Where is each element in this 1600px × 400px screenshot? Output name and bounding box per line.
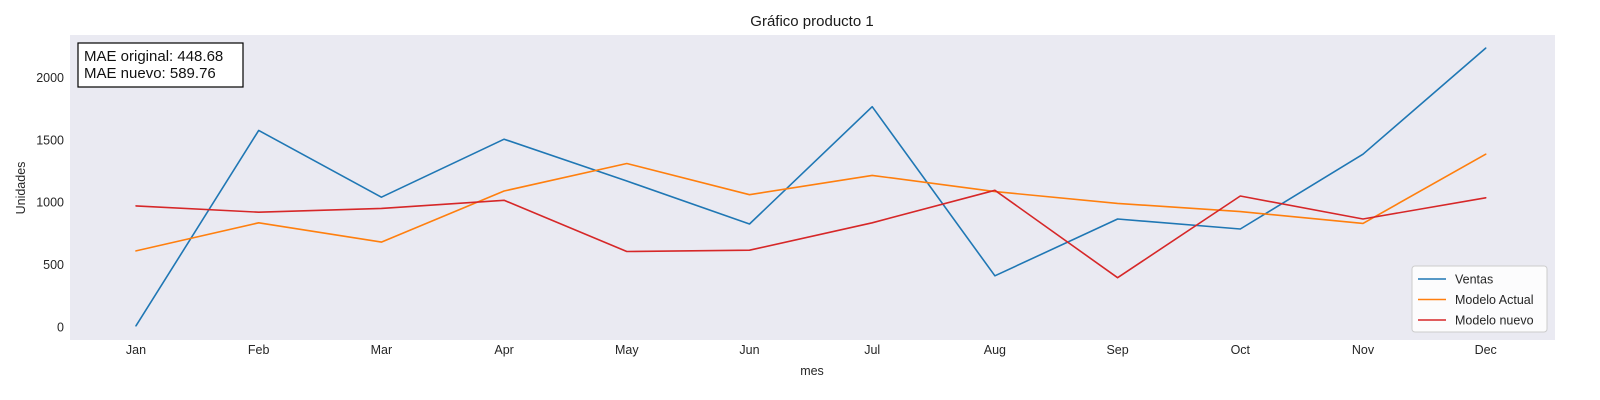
y-tick-labels: 0 500 1000 1500 2000 bbox=[36, 71, 64, 335]
mae-annotation: MAE original: 448.68 MAE nuevo: 589.76 bbox=[77, 42, 244, 88]
y-tick-label-1500: 1500 bbox=[36, 133, 64, 147]
x-tick-label-may: May bbox=[615, 343, 639, 357]
legend-label-modelo-nuevo: Modelo nuevo bbox=[1455, 314, 1534, 328]
x-tick-label-nov: Nov bbox=[1352, 343, 1375, 357]
x-tick-label-aug: Aug bbox=[984, 343, 1006, 357]
chart-title: Gráfico producto 1 bbox=[750, 13, 873, 30]
x-tick-label-feb: Feb bbox=[248, 343, 270, 357]
y-tick-label-500: 500 bbox=[43, 258, 64, 272]
series-line-modelo-actual bbox=[135, 153, 1487, 252]
annotation-line-original: MAE original: 448.68 bbox=[84, 48, 223, 65]
x-tick-label-jun: Jun bbox=[739, 343, 759, 357]
x-tick-label-dec: Dec bbox=[1475, 343, 1497, 357]
y-tick-label-2000: 2000 bbox=[36, 71, 64, 85]
x-tick-label-jan: Jan bbox=[126, 343, 146, 357]
x-tick-label-sep: Sep bbox=[1106, 343, 1128, 357]
x-tick-label-mar: Mar bbox=[371, 343, 393, 357]
annotation-line-nuevo: MAE nuevo: 589.76 bbox=[84, 65, 216, 82]
legend-label-ventas: Ventas bbox=[1455, 273, 1493, 287]
x-axis-label: mes bbox=[800, 364, 824, 378]
legend-box bbox=[1411, 265, 1548, 333]
x-tick-label-oct: Oct bbox=[1231, 343, 1251, 357]
x-tick-label-jul: Jul bbox=[864, 343, 880, 357]
plot-background bbox=[70, 35, 1555, 340]
x-tick-labels: Jan Feb Mar Apr May Jun Jul Aug Sep Oct Nov Dec bbox=[126, 343, 1497, 357]
legend: Ventas Modelo Actual Modelo nuevo bbox=[1411, 265, 1548, 333]
annotation-box bbox=[77, 42, 244, 88]
series-line-modelo-nuevo bbox=[135, 189, 1487, 279]
x-tick-label-apr: Apr bbox=[494, 343, 513, 357]
series-line-ventas bbox=[135, 47, 1487, 327]
y-axis-label: Unidades bbox=[14, 162, 28, 215]
legend-label-modelo-actual: Modelo Actual bbox=[1455, 293, 1534, 307]
y-tick-label-1000: 1000 bbox=[36, 196, 64, 210]
series-lines bbox=[135, 47, 1487, 327]
y-tick-label-0: 0 bbox=[57, 321, 64, 335]
